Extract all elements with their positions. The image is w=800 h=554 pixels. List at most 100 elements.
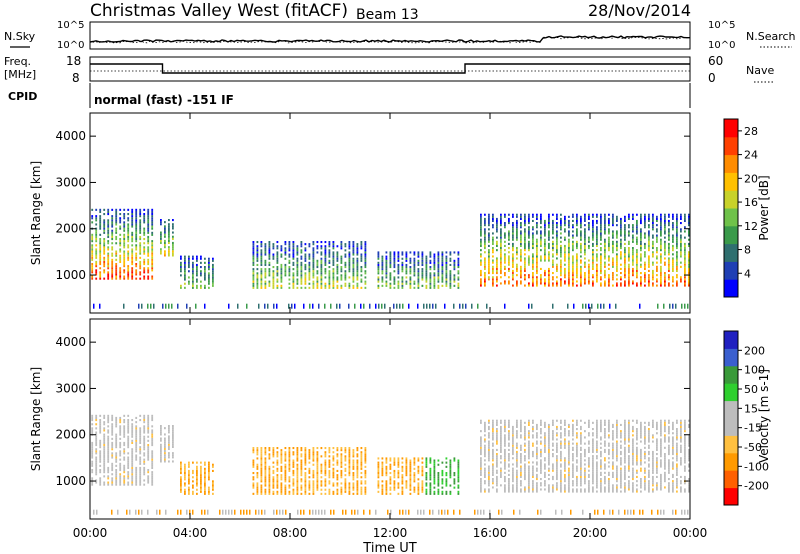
echo-cell — [540, 478, 542, 481]
echo-cell — [135, 446, 138, 449]
echo-cell — [548, 247, 550, 250]
echo-cell — [168, 452, 170, 455]
echo-cell — [413, 253, 416, 256]
echo-cell — [385, 482, 388, 485]
echo-cell — [99, 469, 102, 472]
echo-cell — [196, 482, 198, 485]
echo-cell — [516, 257, 518, 260]
echo-cell — [336, 280, 339, 283]
echo-cell — [552, 276, 554, 279]
echo-cell — [192, 492, 194, 495]
echo-cell — [568, 247, 570, 250]
echo-cell — [135, 431, 138, 434]
echo-cell — [524, 213, 526, 216]
echo-cell — [280, 263, 283, 266]
ground-scatter-cell — [504, 303, 506, 309]
echo-cell — [204, 488, 206, 491]
echo-cell — [127, 246, 130, 249]
echo-cell — [504, 438, 506, 441]
echo-cell — [272, 455, 275, 458]
echo-cell — [504, 253, 506, 256]
echo-cell — [103, 416, 106, 419]
echo-cell — [393, 472, 396, 475]
echo-cell — [348, 461, 351, 464]
echo-cell — [389, 472, 392, 475]
echo-cell — [528, 230, 530, 233]
echo-cell — [393, 282, 396, 285]
echo-cell — [608, 282, 610, 285]
echo-cell — [576, 255, 578, 258]
echo-cell — [336, 484, 339, 487]
ground-scatter-cell — [615, 303, 617, 309]
echo-cell — [480, 465, 482, 468]
ground-scatter-cell — [336, 303, 338, 309]
echo-cell — [445, 266, 448, 269]
echo-cell — [328, 259, 331, 262]
y-tick-label: 3000 — [55, 175, 86, 189]
echo-cell — [328, 272, 331, 275]
echo-cell — [488, 425, 490, 428]
echo-cell — [111, 416, 114, 419]
echo-cell — [111, 208, 114, 211]
echo-cell — [453, 276, 456, 279]
echo-cell — [628, 232, 630, 235]
echo-cell — [584, 230, 586, 233]
echo-cell — [520, 224, 522, 227]
echo-cell — [520, 244, 522, 247]
echo-cell — [168, 237, 170, 240]
echo-cell — [300, 469, 303, 472]
echo-cell — [292, 469, 295, 472]
echo-cell — [320, 253, 323, 256]
echo-cell — [604, 263, 606, 266]
echo-cell — [389, 463, 392, 466]
echo-cell — [352, 251, 355, 254]
echo-cell — [536, 253, 538, 256]
echo-cell — [119, 421, 122, 424]
echo-cell — [147, 258, 150, 261]
echo-cell — [332, 253, 335, 256]
echo-cell — [312, 259, 315, 262]
echo-cell — [492, 448, 494, 451]
echo-cell — [288, 490, 291, 493]
echo-cell — [441, 257, 444, 260]
echo-cell — [127, 462, 130, 465]
echo-cell — [648, 224, 650, 227]
echo-cell — [364, 480, 367, 483]
echo-cell — [268, 474, 271, 477]
echo-cell — [457, 276, 460, 279]
echo-cell — [548, 486, 550, 489]
echo-cell — [320, 488, 323, 491]
echo-cell — [556, 263, 558, 266]
echo-cell — [680, 278, 682, 281]
echo-cell — [184, 484, 186, 487]
echo-cell — [172, 456, 174, 459]
echo-cell — [441, 266, 444, 269]
echo-cell — [332, 243, 335, 246]
echo-cell — [260, 488, 263, 491]
echo-cell — [512, 434, 514, 437]
echo-cell — [580, 230, 582, 233]
echo-cell — [429, 467, 432, 470]
echo-cell — [135, 458, 138, 461]
echo-cell — [401, 270, 404, 273]
echo-cell — [664, 232, 666, 235]
echo-cell — [492, 261, 494, 264]
echo-cell — [111, 441, 114, 444]
echo-cell — [360, 274, 363, 277]
echo-cell — [292, 278, 295, 281]
echo-cell — [356, 272, 359, 275]
echo-cell — [397, 469, 400, 472]
echo-cell — [496, 242, 498, 245]
echo-cell — [480, 450, 482, 453]
echo-cell — [572, 263, 574, 266]
echo-cell — [147, 269, 150, 272]
echo-cell — [139, 419, 142, 422]
echo-cell — [308, 266, 311, 269]
echo-cell — [640, 217, 642, 220]
echo-cell — [381, 467, 384, 470]
ground-scatter-cell — [435, 303, 437, 309]
echo-cell — [660, 230, 662, 233]
echo-cell — [160, 450, 162, 453]
echo-cell — [520, 232, 522, 235]
echo-cell — [204, 467, 206, 470]
